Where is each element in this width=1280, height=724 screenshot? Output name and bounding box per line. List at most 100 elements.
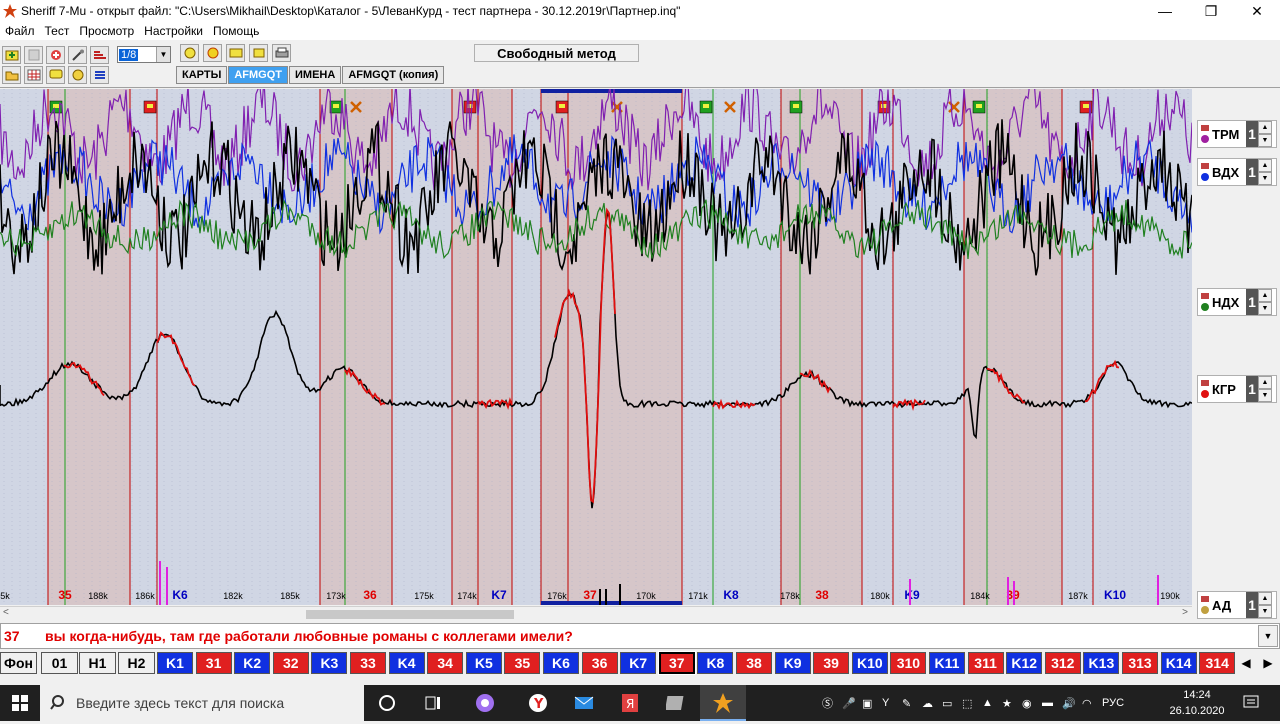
- skype-icon[interactable]: Ⓢ: [822, 698, 833, 710]
- question-button-K14[interactable]: K14: [1160, 652, 1197, 674]
- chevron-down-icon[interactable]: ▼: [1258, 625, 1278, 647]
- tab-afmgqt-copy[interactable]: AFMGQT (копия): [342, 66, 445, 84]
- close-button[interactable]: ✕: [1251, 2, 1263, 19]
- horizontal-scrollbar[interactable]: < >: [0, 606, 1192, 621]
- clock[interactable]: 14:24 26.10.2020: [1164, 687, 1230, 719]
- tab-names[interactable]: ИМЕНА: [289, 66, 342, 84]
- wifi-icon[interactable]: ◠: [1082, 697, 1092, 710]
- task-view-icon[interactable]: [423, 693, 443, 713]
- mark-icon[interactable]: [203, 44, 222, 62]
- channel-kgr[interactable]: КГР 1 ▲ ▼: [1197, 375, 1277, 403]
- question-button-Н1[interactable]: Н1: [79, 652, 116, 674]
- question-button-34[interactable]: 34: [427, 652, 464, 674]
- scroll-right-icon[interactable]: >: [1182, 607, 1188, 618]
- language-indicator[interactable]: РУС: [1102, 697, 1125, 709]
- chevron-down-icon[interactable]: ▼: [156, 47, 170, 62]
- scroll-questions-left-icon[interactable]: ◀: [1236, 652, 1256, 674]
- question-button-K10[interactable]: K10: [851, 652, 888, 674]
- question-bar[interactable]: 37 вы когда-нибудь, там где работали люб…: [0, 623, 1280, 649]
- polygraph-chart[interactable]: 35 188k 186k K6 182k 185k 173k 36 175k 174k K7 176k…: [0, 89, 1192, 605]
- gain-spinner[interactable]: ▲ ▼: [1258, 376, 1272, 402]
- gain-spinner[interactable]: ▲ ▼: [1258, 121, 1272, 147]
- windows-start-icon[interactable]: [0, 685, 40, 721]
- pen-icon[interactable]: ✎: [902, 697, 912, 710]
- channel-ad[interactable]: АД 1 ▲ ▼: [1197, 591, 1277, 619]
- question-button-K2[interactable]: K2: [234, 652, 271, 674]
- scroll-thumb[interactable]: [306, 610, 514, 619]
- menu-view[interactable]: Просмотр: [79, 24, 135, 38]
- app-icon[interactable]: [666, 693, 686, 713]
- scale-select[interactable]: 1/8 ▼: [117, 46, 171, 63]
- question-button-K12[interactable]: K12: [1006, 652, 1043, 674]
- cortana-icon[interactable]: [377, 693, 397, 713]
- yandex-tray-icon[interactable]: Y: [882, 697, 890, 709]
- question-button-314[interactable]: 314: [1199, 652, 1236, 674]
- tab-charts[interactable]: КАРТЫ: [176, 66, 228, 84]
- microphone-icon[interactable]: 🎤: [842, 697, 856, 710]
- alice-icon[interactable]: [475, 693, 495, 713]
- menu-test[interactable]: Тест: [44, 24, 70, 38]
- question-button-32[interactable]: 32: [272, 652, 309, 674]
- question-button-37[interactable]: 37: [657, 651, 696, 675]
- tab-afmgqt[interactable]: AFMGQT: [228, 66, 289, 84]
- question-button-35[interactable]: 35: [504, 652, 541, 674]
- question-button-K1[interactable]: K1: [157, 652, 193, 674]
- scroll-questions-right-icon[interactable]: ▶: [1258, 652, 1278, 674]
- menu-help[interactable]: Помощь: [213, 24, 260, 38]
- gain-spinner[interactable]: ▲ ▼: [1258, 592, 1272, 618]
- refresh-icon[interactable]: [180, 44, 199, 62]
- levels-icon[interactable]: [90, 46, 109, 64]
- question-button-31[interactable]: 31: [195, 652, 232, 674]
- vpn-icon[interactable]: ▲: [982, 697, 993, 709]
- grid-icon[interactable]: [24, 66, 43, 84]
- yandex-icon[interactable]: Я: [620, 693, 640, 713]
- question-button-K6[interactable]: K6: [543, 652, 579, 674]
- save-disabled-icon[interactable]: [24, 46, 43, 64]
- polygraph-chart-canvas[interactable]: 35 188k 186k K6 182k 185k 173k 36 175k 174k K7 176k…: [0, 89, 1192, 605]
- battery-icon[interactable]: ▬: [1042, 697, 1053, 709]
- maximize-button[interactable]: ❐: [1204, 2, 1218, 19]
- question-button-Н2[interactable]: Н2: [118, 652, 155, 674]
- list-icon[interactable]: [90, 66, 109, 84]
- new-chart-icon[interactable]: [2, 46, 21, 64]
- taskbar-search[interactable]: Введите здесь текст для поиска: [40, 685, 364, 721]
- network-drive-icon[interactable]: ⬚: [962, 697, 973, 710]
- question-button-K13[interactable]: K13: [1083, 652, 1120, 674]
- channel-ndh[interactable]: НДХ 1 ▲ ▼: [1197, 288, 1277, 316]
- volume-icon[interactable]: 🔊: [1062, 697, 1076, 710]
- bag-icon[interactable]: ▣: [862, 697, 873, 710]
- question-button-K3[interactable]: K3: [311, 652, 348, 674]
- print-icon[interactable]: [272, 44, 291, 62]
- scroll-left-icon[interactable]: <: [3, 607, 9, 618]
- star-icon[interactable]: ★: [1002, 697, 1012, 710]
- note-icon[interactable]: [226, 44, 245, 62]
- minimize-button[interactable]: —: [1158, 3, 1172, 19]
- question-button-33[interactable]: 33: [350, 652, 386, 674]
- open-folder-icon[interactable]: [2, 66, 21, 84]
- add-question-icon[interactable]: [46, 46, 65, 64]
- question-button-313[interactable]: 313: [1122, 652, 1158, 674]
- copy-icon[interactable]: [249, 44, 268, 62]
- menu-settings[interactable]: Настройки: [144, 24, 203, 38]
- cloud-icon[interactable]: ☁: [922, 697, 933, 710]
- question-button-K5[interactable]: K5: [465, 652, 502, 674]
- question-button-K7[interactable]: K7: [620, 652, 657, 674]
- question-button-K4[interactable]: K4: [388, 652, 425, 674]
- question-button-36[interactable]: 36: [581, 652, 618, 674]
- question-button-K9[interactable]: K9: [774, 652, 811, 674]
- question-button-39[interactable]: 39: [813, 652, 850, 674]
- gain-spinner[interactable]: ▲ ▼: [1258, 159, 1272, 185]
- question-button-38[interactable]: 38: [736, 652, 772, 674]
- yandex-browser-icon[interactable]: Y: [528, 693, 548, 713]
- taskbar-sheriff-active[interactable]: [700, 685, 746, 721]
- gain-spinner[interactable]: ▲ ▼: [1258, 289, 1272, 315]
- question-button-01[interactable]: 01: [41, 652, 78, 674]
- menu-file[interactable]: Файл: [5, 24, 35, 38]
- question-button-Фон[interactable]: Фон: [0, 652, 37, 674]
- hand-icon[interactable]: [68, 66, 87, 84]
- alice-tray-icon[interactable]: ◉: [1022, 697, 1032, 710]
- question-button-K11[interactable]: K11: [929, 652, 965, 674]
- mail-icon[interactable]: [574, 693, 594, 713]
- comment-icon[interactable]: [46, 66, 65, 84]
- question-button-K8[interactable]: K8: [697, 652, 734, 674]
